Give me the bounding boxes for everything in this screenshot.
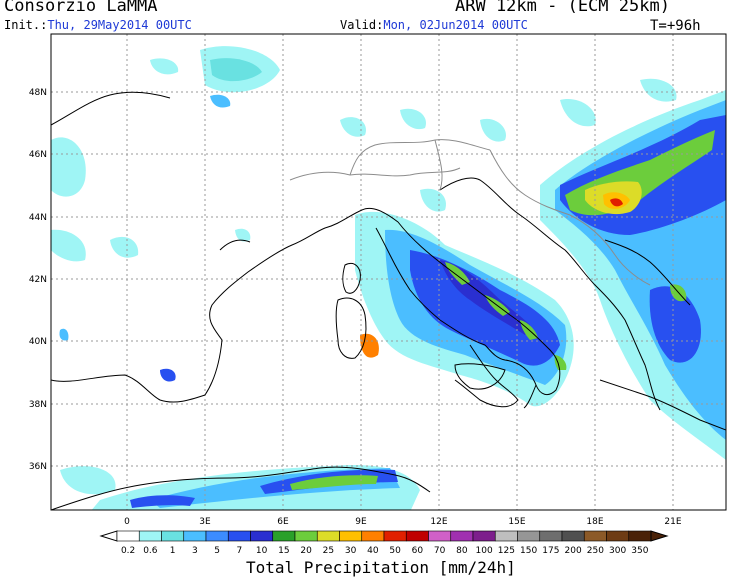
lead-time: T=+96h	[650, 18, 701, 34]
colorbar-value-label: 10	[256, 546, 268, 556]
colorbar-swatch	[250, 530, 274, 542]
lon-label: 21E	[664, 517, 681, 527]
colorbar-swatch	[227, 530, 251, 542]
colorbar-swatch	[428, 530, 452, 542]
lat-label: 42N	[29, 275, 47, 285]
colorbar-value-label: 150	[520, 546, 537, 556]
colorbar-swatch	[628, 530, 652, 542]
lat-label: 38N	[29, 400, 47, 410]
colorbar-swatch	[539, 530, 563, 542]
lon-label: 18E	[586, 517, 603, 527]
colorbar-swatch	[116, 530, 140, 542]
colorbar-value-label: 5	[214, 546, 220, 556]
valid-time: Valid:Mon, 02Jun2014 00UTC	[340, 18, 528, 32]
map-area	[51, 34, 726, 510]
colorbar-unit-label: Total Precipitation [mm/24h]	[246, 558, 516, 577]
colorbar-swatch	[561, 530, 585, 542]
colorbar-swatch	[405, 530, 429, 542]
colorbar-swatch	[361, 530, 385, 542]
colorbar-value-label: 60	[412, 546, 424, 556]
colorbar-value-label: 125	[498, 546, 515, 556]
valid-label: Valid:	[340, 18, 384, 32]
lat-label: 48N	[29, 88, 47, 98]
colorbar-value-label: 350	[631, 546, 648, 556]
colorbar-value-label: 0.6	[143, 546, 158, 556]
lon-label: 12E	[430, 517, 447, 527]
colorbar-labels: 0.2 0.6 1 3 5 7 10 15 20 25 30 40 50 60 70 80 100 125 150 1…	[121, 546, 649, 556]
colorbar-value-label: 250	[587, 546, 604, 556]
country-borders	[289, 139, 651, 286]
colorbar-value-label: 30	[345, 546, 357, 556]
colorbar-value-label: 20	[300, 546, 312, 556]
lon-label: 9E	[355, 517, 367, 527]
lon-label: 0	[124, 517, 130, 527]
colorbar-value-label: 50	[389, 546, 401, 556]
colorbar-value-label: 300	[609, 546, 626, 556]
colorbar-swatch	[450, 530, 474, 542]
colorbar-left-arrow	[99, 530, 118, 542]
lon-label: 6E	[277, 517, 289, 527]
colorbar-swatch	[606, 530, 630, 542]
lat-label: 46N	[29, 150, 47, 160]
lon-label: 3E	[199, 517, 211, 527]
coastlines	[51, 91, 726, 510]
model-product-title: ARW 12km - (ECM 25km)	[455, 0, 670, 16]
precipitation-colorbar	[99, 530, 669, 542]
colorbar-swatch	[183, 530, 207, 542]
colorbar-value-label: 175	[542, 546, 559, 556]
colorbar-value-label: 80	[456, 546, 468, 556]
latitude-labels: 48N 46N 44N 42N 40N 38N 36N	[29, 88, 47, 472]
organization-title: Consorzio LaMMA	[4, 0, 158, 16]
lon-label: 15E	[508, 517, 525, 527]
init-label: Init.:	[4, 18, 48, 32]
colorbar-swatch	[383, 530, 407, 542]
colorbar-value-label: 0.2	[121, 546, 135, 556]
map-frame	[50, 33, 727, 511]
longitude-labels: 0 3E 6E 9E 12E 15E 18E 21E	[124, 517, 682, 527]
colorbar-value-label: 40	[367, 546, 379, 556]
colorbar-swatch	[272, 530, 296, 542]
colorbar-swatch	[294, 530, 318, 542]
lat-label: 36N	[29, 462, 47, 472]
colorbar-right-arrow	[650, 530, 669, 542]
colorbar-value-label: 25	[323, 546, 334, 556]
colorbar-value-label: 7	[237, 546, 243, 556]
colorbar-swatch	[138, 530, 162, 542]
valid-value: Mon, 02Jun2014 00UTC	[383, 18, 528, 32]
colorbar-swatch	[161, 530, 185, 542]
colorbar-swatch	[494, 530, 518, 542]
colorbar-value-label: 1	[170, 546, 176, 556]
colorbar-swatch	[472, 530, 496, 542]
colorbar-value-label: 3	[192, 546, 198, 556]
init-value: Thu, 29May2014 00UTC	[47, 18, 192, 32]
lat-lon-grid	[51, 34, 726, 510]
colorbar-value-label: 200	[565, 546, 582, 556]
colorbar-swatch	[205, 530, 229, 542]
colorbar-value-label: 15	[278, 546, 289, 556]
init-time: Init.:Thu, 29May2014 00UTC	[4, 18, 192, 32]
colorbar-value-label: 70	[434, 546, 446, 556]
colorbar-swatch	[583, 530, 607, 542]
colorbar-swatch	[339, 530, 363, 542]
precipitation-field	[51, 46, 726, 510]
colorbar-swatch	[316, 530, 340, 542]
lat-label: 44N	[29, 213, 47, 223]
colorbar-swatch	[517, 530, 541, 542]
lat-label: 40N	[29, 337, 47, 347]
colorbar-value-label: 100	[476, 546, 493, 556]
